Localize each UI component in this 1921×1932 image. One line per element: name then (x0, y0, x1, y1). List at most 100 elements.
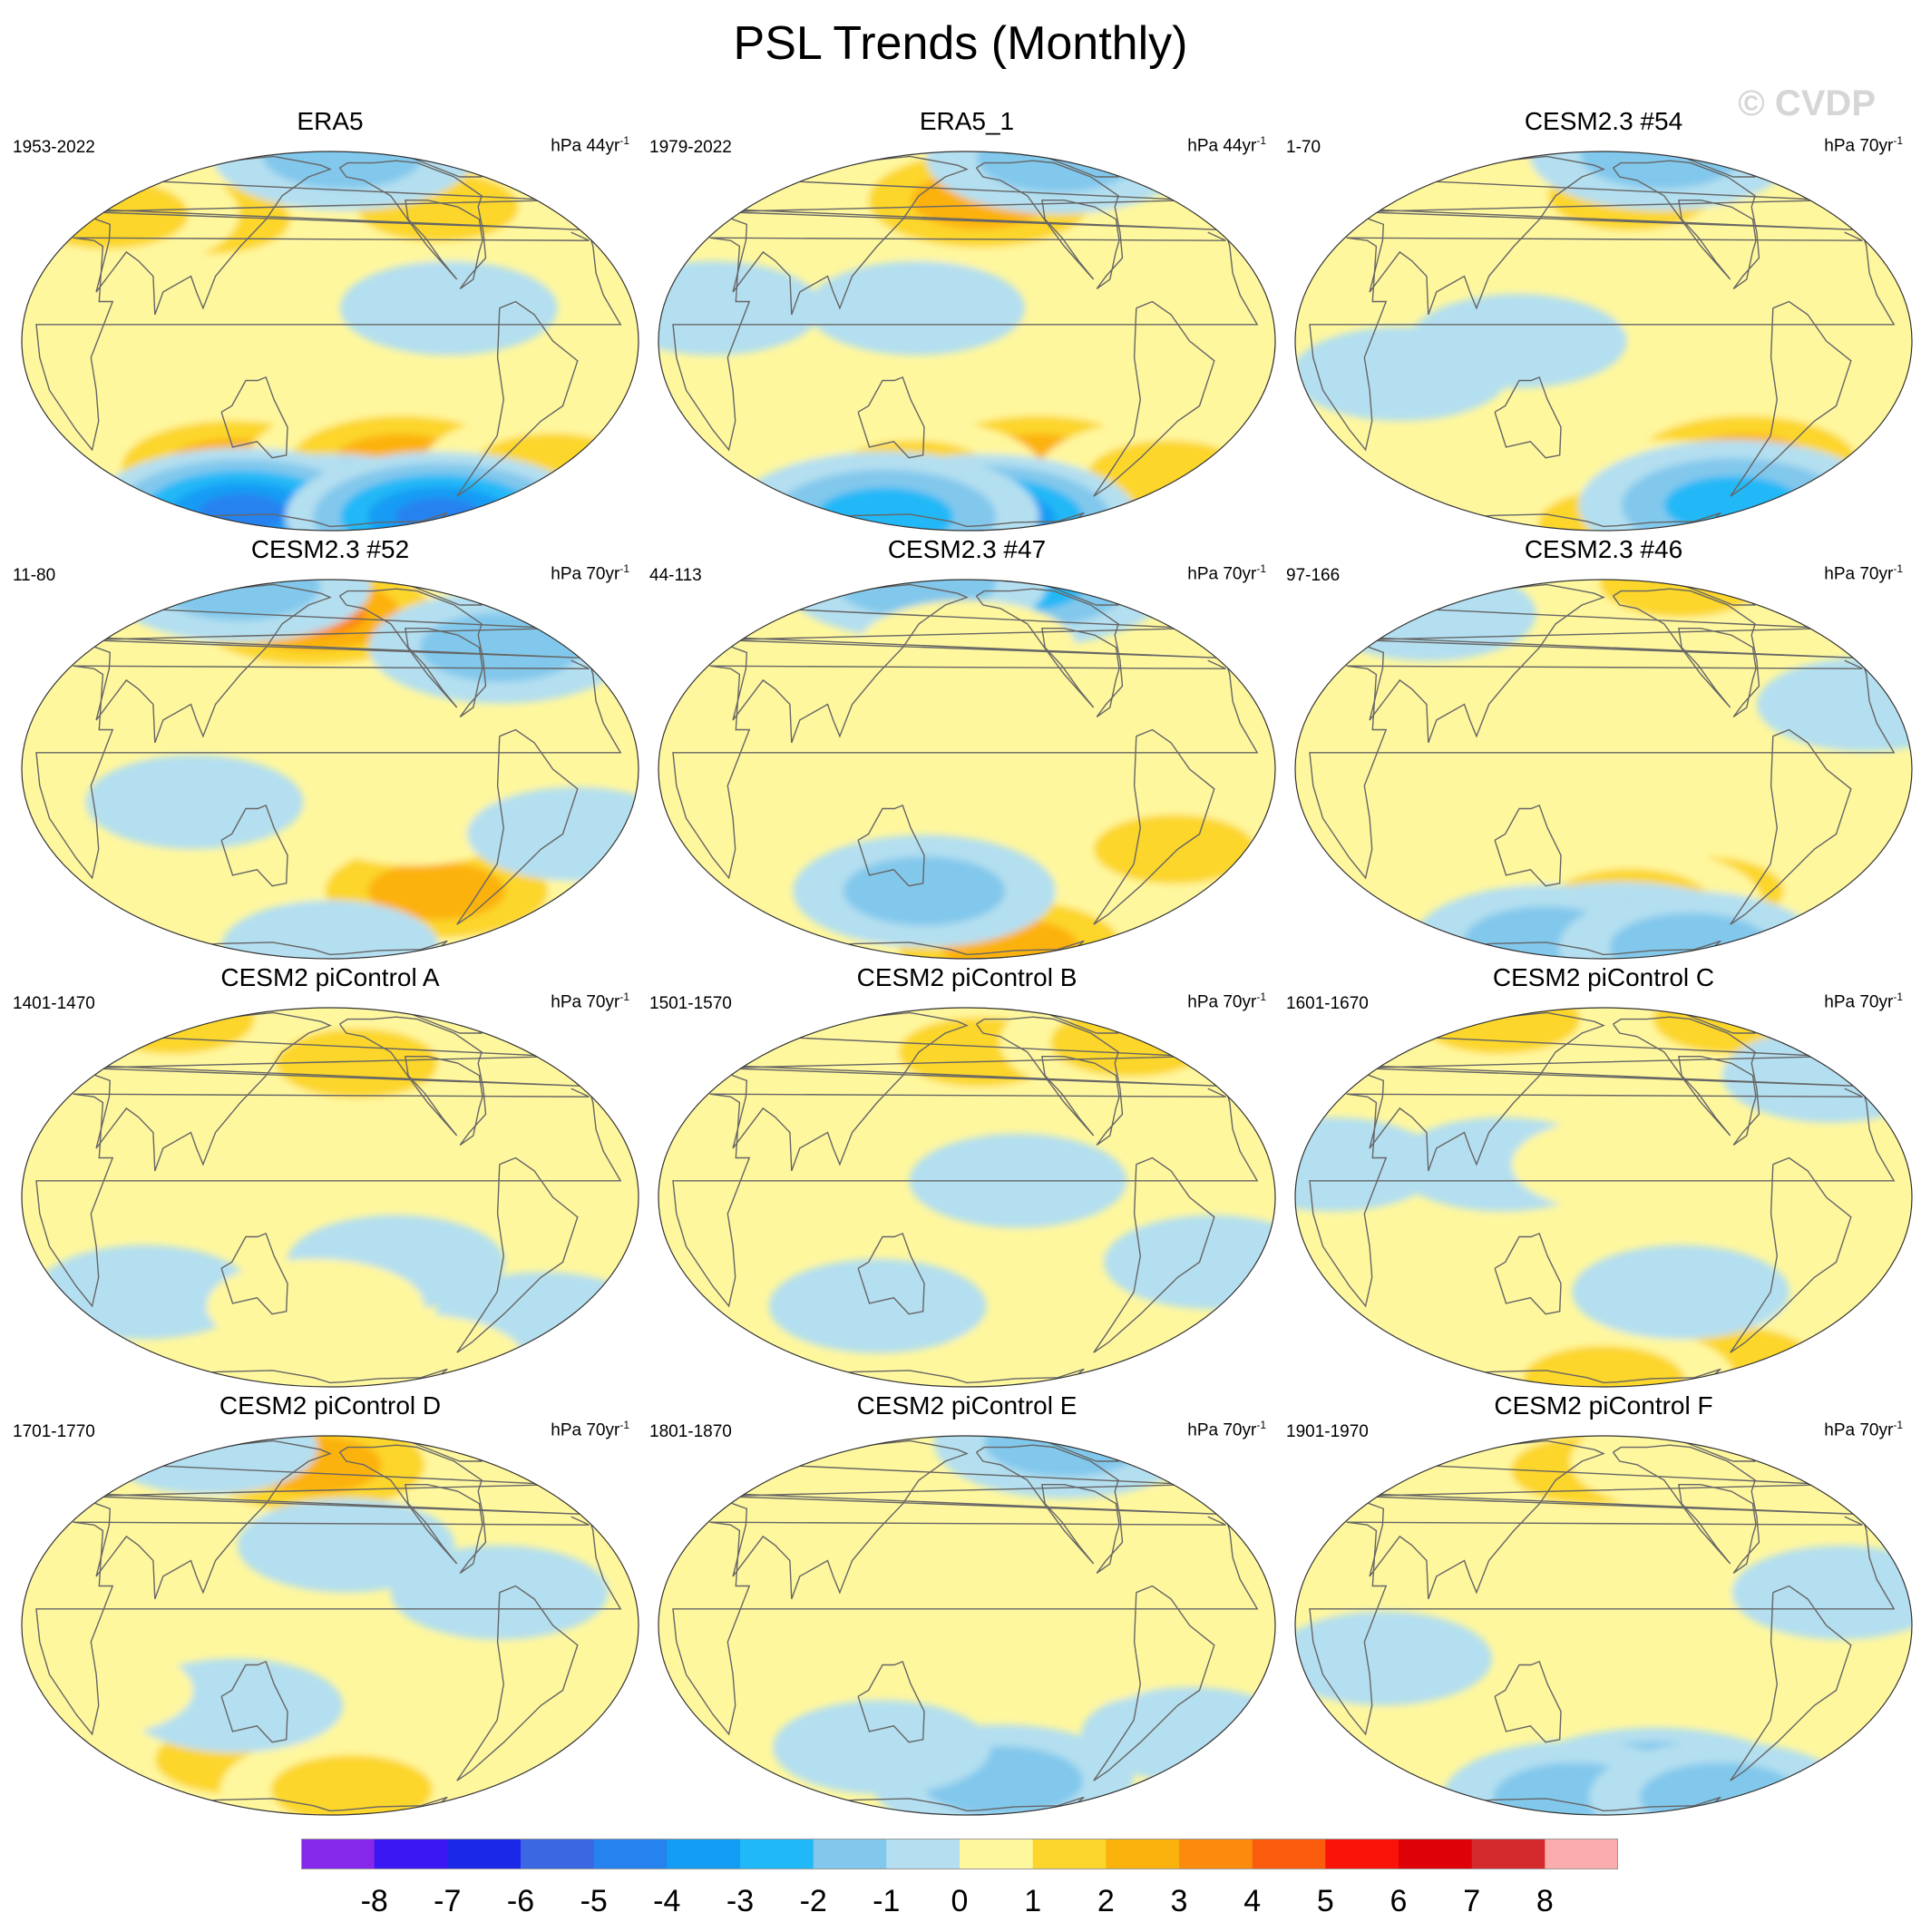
panel-period: 1601-1670 (1286, 994, 1369, 1013)
panel-period: 1701-1770 (13, 1422, 95, 1441)
continent-outline (1309, 1516, 1896, 1736)
colorbar-swatch (1471, 1839, 1546, 1869)
trend-map (658, 1435, 1276, 1816)
trend-blob (768, 1258, 987, 1353)
continent-outline (1730, 1585, 1852, 1781)
colorbar-swatch (447, 1839, 522, 1869)
trend-blob (139, 1085, 357, 1180)
continent-outline (456, 728, 579, 925)
continent-outline (220, 376, 288, 459)
panel-title: ERA5 (297, 107, 364, 135)
panel-title: CESM2 piControl D (219, 1391, 442, 1420)
continent-outline (1309, 659, 1896, 880)
continent-outline (1730, 300, 1852, 497)
trend-blob (1609, 912, 1772, 959)
figure-title: PSL Trends (Monthly) (733, 17, 1188, 70)
trend-blob (843, 856, 1006, 926)
map-border (1294, 151, 1913, 532)
trend-map (658, 1007, 1276, 1388)
trend-blob (1731, 1545, 1912, 1640)
map-border (21, 1007, 639, 1388)
panel-units: hPa 70yr-1 (551, 562, 629, 584)
map-border (658, 1435, 1276, 1816)
trend-map (21, 579, 639, 960)
trend-blob (1613, 260, 1831, 356)
trend-blob (1522, 1345, 1685, 1387)
map-border (658, 579, 1276, 960)
colorbar-swatch (521, 1839, 595, 1869)
trend-blob (1093, 815, 1256, 884)
trend-blob (658, 260, 822, 356)
trend-blob (960, 1611, 1178, 1706)
trend-blob (35, 1244, 254, 1340)
continent-outline (857, 804, 925, 887)
trend-blob (1061, 688, 1275, 784)
map-border (658, 151, 1276, 532)
panel-period: 1901-1970 (1286, 1422, 1369, 1441)
map-panel: ERA5_1 1979-2022 hPa 44yr-1 (649, 107, 1284, 533)
trend-blob (1664, 476, 1802, 531)
panel-title: ERA5_1 (919, 107, 1015, 135)
trend-blob (1477, 688, 1696, 784)
panel-period: 1953-2022 (13, 138, 95, 157)
continent-outline (1494, 1232, 1562, 1315)
colorbar-label: 5 (1317, 1884, 1334, 1918)
continent-outline (1730, 728, 1852, 925)
trend-blob (1572, 1244, 1790, 1340)
continent-outline (456, 300, 579, 497)
panel-title: CESM2.3 #46 (1524, 535, 1683, 563)
panel-units: hPa 70yr-1 (1187, 990, 1266, 1012)
continent-outline (35, 1516, 622, 1736)
trend-blob (262, 151, 424, 190)
colorbar-label: 4 (1243, 1884, 1261, 1918)
map-panel: CESM2 piControl E 1801-1870 hPa 70yr-1 (649, 1391, 1284, 1818)
trend-blob (815, 487, 953, 531)
trend-blob (237, 1498, 455, 1593)
panel-title: CESM2 piControl F (1494, 1391, 1713, 1420)
colorbar-label: -8 (361, 1884, 388, 1918)
trend-map (1294, 151, 1913, 532)
colorbar-label: -2 (800, 1884, 827, 1918)
trend-blob (1409, 294, 1627, 388)
colorbar-swatch (667, 1839, 741, 1869)
continent-outline (1494, 804, 1562, 887)
colorbar-label: -4 (653, 1884, 680, 1918)
map-panel: CESM2 piControl D 1701-1770 hPa 70yr-1 (13, 1391, 648, 1818)
map-panel: CESM2 piControl A 1401-1470 hPa 70yr-1 (13, 963, 648, 1390)
colorbar-label: 2 (1097, 1884, 1115, 1918)
continent-outline (35, 231, 622, 452)
continent-outline (456, 1156, 579, 1353)
panel-units: hPa 70yr-1 (551, 990, 629, 1012)
continent-outline (220, 804, 288, 887)
colorbar-swatch (1545, 1839, 1618, 1869)
panel-units: hPa 70yr-1 (1824, 562, 1903, 584)
continent-outline (857, 1232, 925, 1315)
trend-map (1294, 1007, 1913, 1388)
continent-outline (220, 1660, 288, 1743)
trend-map (21, 1435, 639, 1816)
cvdp-watermark: © CVDP (1738, 83, 1876, 123)
continent-outline (35, 659, 622, 880)
continent-outline (857, 376, 925, 459)
trend-blob (807, 260, 1025, 356)
panel-period: 1401-1470 (13, 994, 95, 1013)
continent-outline (857, 1660, 925, 1743)
trend-blob (367, 862, 505, 921)
map-panel: CESM2 piControl B 1501-1570 hPa 70yr-1 (649, 963, 1284, 1390)
panel-units: hPa 70yr-1 (1824, 134, 1903, 156)
trend-blob (198, 493, 287, 531)
continent-outline (1093, 1585, 1215, 1781)
panel-period: 97-166 (1286, 566, 1341, 585)
map-panel: CESM2.3 #46 97-166 hPa 70yr-1 (1286, 535, 1921, 961)
colorbar-swatch (593, 1839, 668, 1869)
trend-blob (1295, 1611, 1493, 1706)
colorbar-label: -7 (434, 1884, 461, 1918)
colorbar-label: -6 (507, 1884, 534, 1918)
panel-units: hPa 44yr-1 (551, 134, 629, 156)
panel-title: CESM2.3 #47 (887, 535, 1047, 563)
panel-period: 44-113 (649, 566, 702, 585)
panel-title: CESM2 piControl E (856, 1391, 1078, 1420)
continent-outline (672, 1088, 1259, 1308)
panel-title: CESM2.3 #52 (250, 535, 410, 563)
continent-outline (672, 1516, 1259, 1736)
